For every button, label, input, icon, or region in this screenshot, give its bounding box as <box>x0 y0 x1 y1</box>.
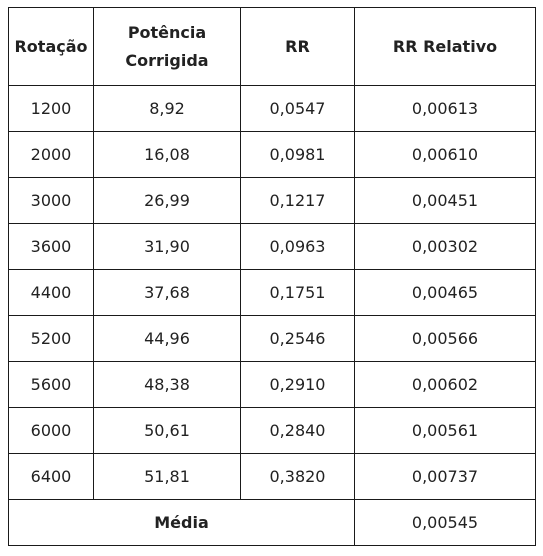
table-cell: 0,0981 <box>240 131 355 178</box>
table-header: Rotação Potência Corrigida RR RR Relativ… <box>8 7 536 86</box>
table-cell: 0,1217 <box>240 177 355 224</box>
table-cell: 44,96 <box>93 315 241 362</box>
table-cell: 0,0547 <box>240 85 355 132</box>
table-body: 1200 8,92 0,0547 0,00613 2000 16,08 0,0981 0,00… <box>8 85 536 500</box>
table-row: 6000 50,61 0,2840 0,00561 <box>8 407 536 454</box>
footer-row: Média 0,00545 <box>8 499 536 546</box>
table-footer: Média 0,00545 <box>8 499 536 546</box>
table-cell: 3600 <box>8 223 94 270</box>
table-cell: 1200 <box>8 85 94 132</box>
table-cell: 4400 <box>8 269 94 316</box>
header-cell: RR Relativo <box>354 7 536 86</box>
table-cell: 0,2546 <box>240 315 355 362</box>
table-cell: 0,3820 <box>240 453 355 500</box>
table-row: 5600 48,38 0,2910 0,00602 <box>8 361 536 408</box>
table-cell: 0,1751 <box>240 269 355 316</box>
table-cell: 16,08 <box>93 131 241 178</box>
header-row: Rotação Potência Corrigida RR RR Relativ… <box>8 7 536 86</box>
table-row: 1200 8,92 0,0547 0,00613 <box>8 85 536 132</box>
table-cell: 0,2840 <box>240 407 355 454</box>
table-row: 5200 44,96 0,2546 0,00566 <box>8 315 536 362</box>
table-cell: 6400 <box>8 453 94 500</box>
table-cell: 0,00602 <box>354 361 536 408</box>
table-cell: 0,00737 <box>354 453 536 500</box>
table-cell: 0,00613 <box>354 85 536 132</box>
table-cell: 3000 <box>8 177 94 224</box>
header-cell: Rotação <box>8 7 94 86</box>
table-cell: 6000 <box>8 407 94 454</box>
header-cell: Potência Corrigida <box>93 7 241 86</box>
table-cell: 37,68 <box>93 269 241 316</box>
table-cell: 26,99 <box>93 177 241 224</box>
table-cell: 2000 <box>8 131 94 178</box>
footer-label: Média <box>8 499 355 546</box>
data-table: Rotação Potência Corrigida RR RR Relativ… <box>8 7 536 546</box>
header-cell: RR <box>240 7 355 86</box>
table-row: 3000 26,99 0,1217 0,00451 <box>8 177 536 224</box>
table-cell: 31,90 <box>93 223 241 270</box>
table-row: 6400 51,81 0,3820 0,00737 <box>8 453 536 500</box>
table-cell: 51,81 <box>93 453 241 500</box>
table-cell: 0,00465 <box>354 269 536 316</box>
table-cell: 50,61 <box>93 407 241 454</box>
table-row: 3600 31,90 0,0963 0,00302 <box>8 223 536 270</box>
table-row: 2000 16,08 0,0981 0,00610 <box>8 131 536 178</box>
footer-value: 0,00545 <box>354 499 536 546</box>
table-cell: 0,2910 <box>240 361 355 408</box>
table-cell: 5600 <box>8 361 94 408</box>
table-cell: 8,92 <box>93 85 241 132</box>
table-cell: 0,00561 <box>354 407 536 454</box>
table-cell: 0,00566 <box>354 315 536 362</box>
table-cell: 0,00302 <box>354 223 536 270</box>
table-cell: 5200 <box>8 315 94 362</box>
table-cell: 0,00451 <box>354 177 536 224</box>
table-cell: 48,38 <box>93 361 241 408</box>
table-row: 4400 37,68 0,1751 0,00465 <box>8 269 536 316</box>
table-cell: 0,0963 <box>240 223 355 270</box>
table-cell: 0,00610 <box>354 131 536 178</box>
